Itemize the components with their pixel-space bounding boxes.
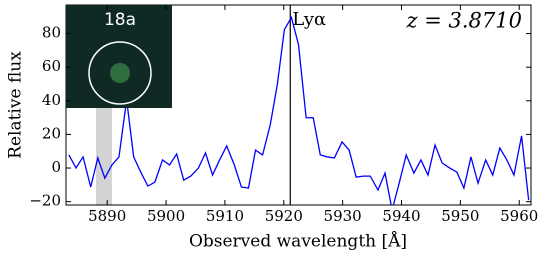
x-tick-label: 5960: [500, 207, 538, 225]
x-tick-label: 5930: [324, 207, 362, 225]
y-tick-label: 40: [42, 91, 61, 109]
redshift-label: z = 3.8710: [406, 9, 523, 33]
inset-aperture: [88, 41, 152, 105]
x-tick-label: 5890: [88, 207, 126, 225]
x-tick-label: 5950: [441, 207, 479, 225]
inset-label: 18a: [104, 10, 136, 30]
y-tick-label: 60: [42, 57, 61, 75]
spectrum-line: [68, 15, 530, 205]
annotation-label: Lyα: [292, 9, 326, 30]
x-tick-label: 5900: [147, 207, 185, 225]
inset-image: 18a: [66, 5, 172, 108]
y-tick-label: 80: [42, 24, 61, 42]
x-tick-label: 5940: [382, 207, 420, 225]
inset-background: [66, 5, 172, 108]
y-tick-label: −20: [29, 192, 61, 210]
y-tick-label: 20: [42, 124, 61, 142]
y-tick-label: 0: [51, 158, 61, 176]
inset-source: [110, 63, 130, 83]
x-tick-label: 5910: [206, 207, 244, 225]
y-axis-label: Relative flux: [6, 51, 26, 159]
x-axis-label: Observed wavelength [Å]: [189, 231, 407, 252]
x-tick-label: 5920: [265, 207, 303, 225]
